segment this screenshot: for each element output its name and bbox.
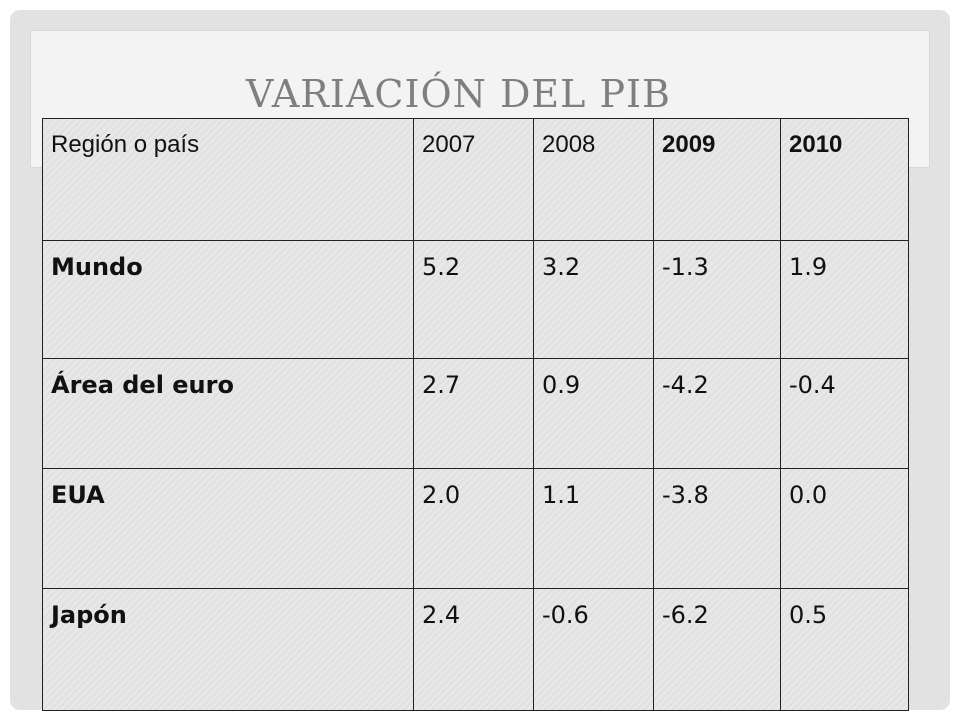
region-cell: Mundo — [42, 240, 414, 359]
value-cell: 5.2 — [413, 240, 534, 359]
region-cell: Área del euro — [42, 358, 414, 469]
region-cell: EUA — [42, 468, 414, 589]
table-row: Mundo 5.2 3.2 -1.3 1.9 — [42, 240, 909, 359]
value-cell: 1.1 — [533, 468, 654, 589]
value-cell: -4.2 — [653, 358, 781, 469]
value-cell: -1.3 — [653, 240, 781, 359]
value-cell: 2.7 — [413, 358, 534, 469]
table-row: Japón 2.4 -0.6 -6.2 0.5 — [42, 588, 909, 711]
value-cell: -3.8 — [653, 468, 781, 589]
header-2007: 2007 — [413, 118, 534, 241]
value-cell: 2.4 — [413, 588, 534, 711]
header-2010: 2010 — [780, 118, 909, 241]
table-row: Área del euro 2.7 0.9 -4.2 -0.4 — [42, 358, 909, 469]
value-cell: -0.6 — [533, 588, 654, 711]
value-cell: 1.9 — [780, 240, 909, 359]
slide-title: VARIACIÓN DEL PIB — [246, 72, 671, 116]
value-cell: 0.5 — [780, 588, 909, 711]
value-cell: 0.9 — [533, 358, 654, 469]
gdp-variation-table: Región o país 2007 2008 2009 2010 Mundo … — [42, 118, 909, 711]
value-cell: -6.2 — [653, 588, 781, 711]
value-cell: 3.2 — [533, 240, 654, 359]
value-cell: 0.0 — [780, 468, 909, 589]
region-cell: Japón — [42, 588, 414, 711]
value-cell: 2.0 — [413, 468, 534, 589]
header-2008: 2008 — [533, 118, 654, 241]
table-header-row: Región o país 2007 2008 2009 2010 — [42, 118, 909, 241]
table-row: EUA 2.0 1.1 -3.8 0.0 — [42, 468, 909, 589]
header-2009: 2009 — [653, 118, 781, 241]
header-region: Región o país — [42, 118, 414, 241]
value-cell: -0.4 — [780, 358, 909, 469]
